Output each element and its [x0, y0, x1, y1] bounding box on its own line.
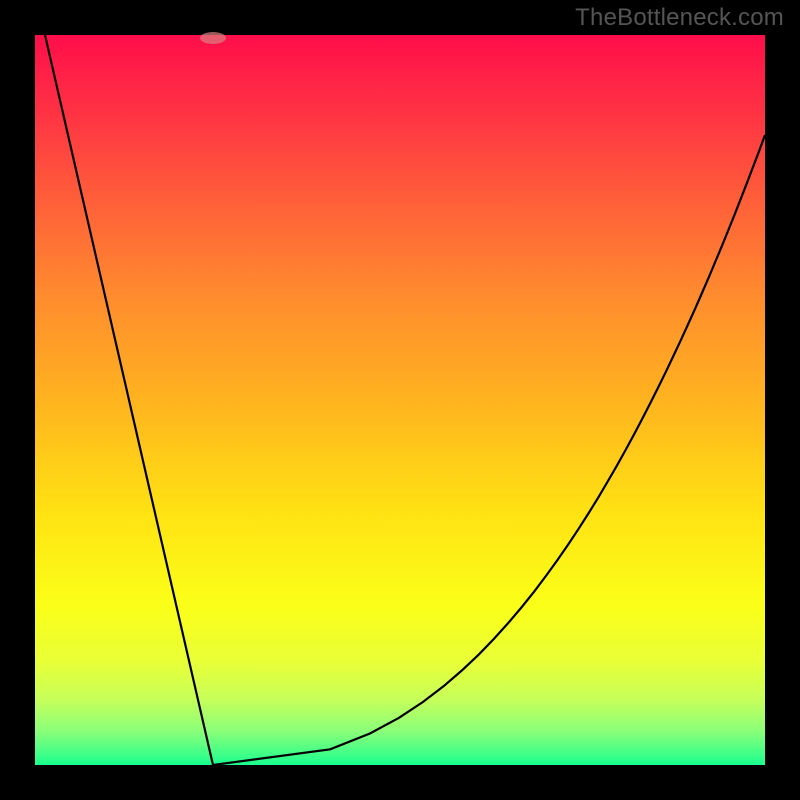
bottleneck-chart — [0, 0, 800, 800]
attribution-text: TheBottleneck.com — [575, 4, 784, 32]
chart-container: TheBottleneck.com — [0, 0, 800, 800]
curve-minimum-marker — [200, 32, 226, 44]
plot-background — [35, 35, 765, 765]
